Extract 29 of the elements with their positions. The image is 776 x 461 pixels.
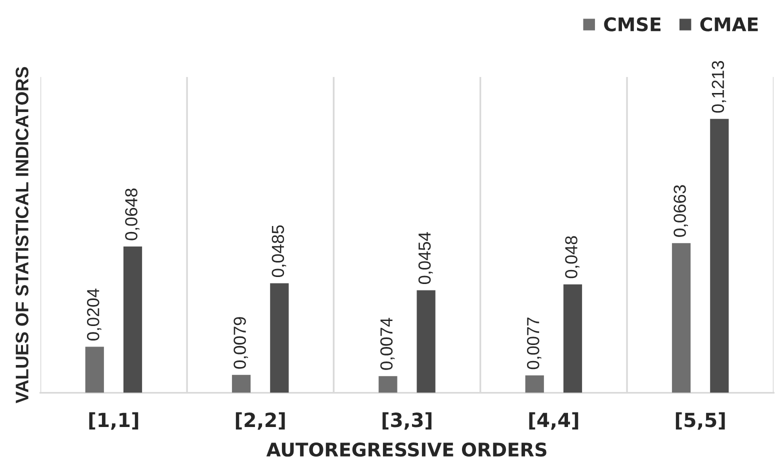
bar [232,374,251,393]
x-tick-label: [3,3] [382,412,432,430]
x-axis-title: AUTOREGRESSIVE ORDERS [266,442,546,457]
data-label: 0,0077 [526,318,542,370]
legend-label: CMAE [700,17,758,32]
data-label: 0,0648 [125,188,140,240]
bar [123,246,142,393]
data-label: 0,0485 [272,225,286,278]
bar [378,376,398,393]
data-label: 0,0074 [380,318,395,370]
x-tick-label: [4,4] [529,412,578,430]
data-label: 0,048 [565,236,580,278]
data-label: 0,0454 [418,232,433,284]
bar [270,283,289,393]
bar [563,284,582,393]
bar [85,346,104,393]
bar [672,243,691,393]
data-label: 0,0204 [86,288,102,340]
bar [710,118,729,393]
y-axis-title: VALUES OF STATISTICAL INDICATORS [16,67,28,404]
x-tick-label: [1,1] [89,412,138,430]
data-label: 0,1213 [712,61,726,113]
bar [416,290,436,393]
bar [525,375,544,393]
x-tick-label: [5,5] [676,412,725,430]
legend-label: CMSE [604,17,661,32]
data-label: 0,0079 [234,317,248,369]
data-label: 0,0663 [674,185,688,237]
x-tick-label: [2,2] [236,412,285,430]
